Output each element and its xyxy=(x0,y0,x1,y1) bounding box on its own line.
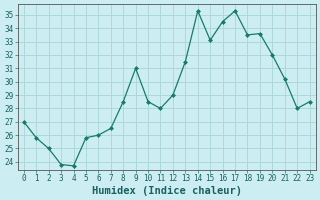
X-axis label: Humidex (Indice chaleur): Humidex (Indice chaleur) xyxy=(92,186,242,196)
